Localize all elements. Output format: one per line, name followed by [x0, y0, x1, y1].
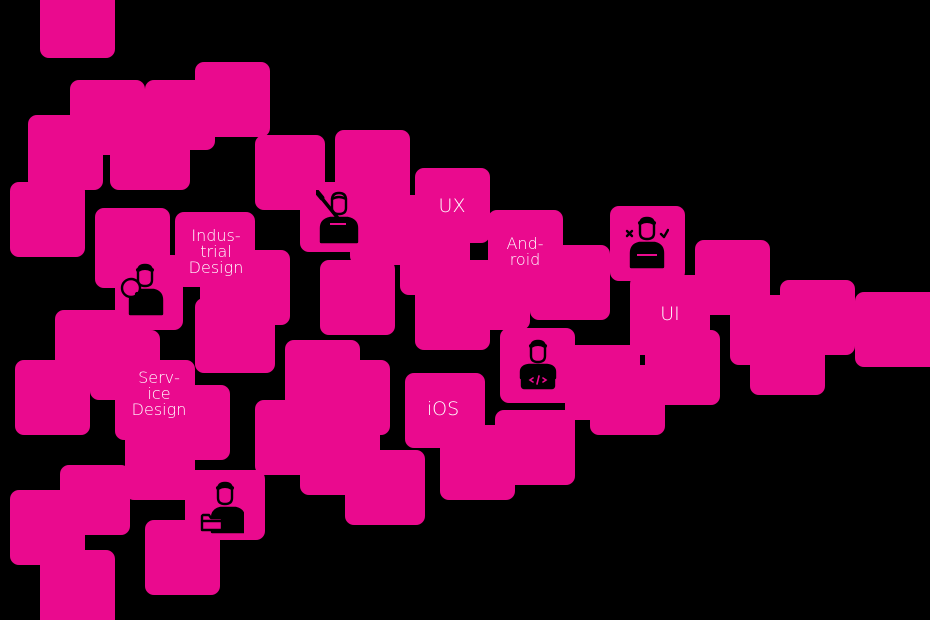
tile [855, 292, 930, 367]
tile [645, 330, 720, 405]
person-with-magnifier-icon [120, 263, 164, 316]
label-ui: UI [660, 303, 680, 325]
tile [40, 0, 115, 58]
tile [10, 182, 85, 257]
person-with-folders-icon [200, 481, 244, 534]
label-industrial-design: Indus- trial Design [188, 226, 244, 277]
tile [40, 550, 115, 620]
tile [530, 245, 610, 320]
tile [495, 410, 575, 485]
tile [320, 260, 395, 335]
tile [28, 115, 103, 190]
label-ios: iOS [426, 398, 460, 420]
tile [125, 430, 195, 500]
tile [780, 280, 855, 355]
tile [110, 115, 190, 190]
person-with-laptop-code-icon [519, 339, 557, 390]
tile [195, 62, 270, 137]
label-ux: UX [438, 195, 466, 217]
person-with-paintbrush-icon [316, 190, 359, 244]
tile [15, 360, 90, 435]
label-android: And- roid [506, 234, 544, 269]
tile [195, 298, 275, 373]
tile [345, 450, 425, 525]
tile [455, 260, 530, 330]
tile [145, 520, 220, 595]
person-with-cross-check-icon [625, 216, 669, 269]
label-service-design: Serv- ice Design [131, 368, 187, 419]
